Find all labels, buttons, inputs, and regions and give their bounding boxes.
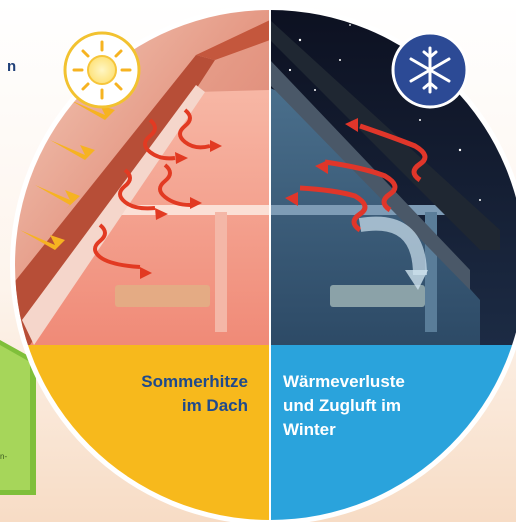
summer-caption-line-2: im Dach (181, 396, 248, 415)
draft-arrow (358, 216, 427, 276)
summer-caption: Sommerhitze im Dach (98, 370, 248, 418)
winter-caption-line-2: und Zugluft im (283, 396, 402, 415)
summer-arrowheads (140, 140, 222, 279)
summer-wall (215, 212, 227, 332)
summer-bed (115, 285, 210, 307)
sun-icon (63, 31, 141, 109)
winter-heat-loss-arrows (299, 123, 428, 233)
summer-roof-insulation (22, 85, 205, 345)
summer-attic-room (30, 90, 270, 345)
winter-caption-line-1: Wärmeverluste (283, 372, 405, 391)
summer-caption-line-1: Sommerhitze (141, 372, 248, 391)
sun-rays-arrows (20, 100, 115, 255)
summer-roof-tiles (15, 55, 215, 345)
edge-text-fragment: n (7, 58, 17, 75)
winter-caption-line-3: Winter (283, 420, 336, 439)
side-text-fragment: n- (0, 452, 8, 461)
winter-roof-insulation (270, 60, 470, 290)
winter-caption: Wärmeverluste und Zugluft im Winter (283, 370, 473, 442)
green-side-panel-highlight (0, 345, 30, 490)
winter-bed (330, 285, 425, 307)
draft-arrowhead (405, 270, 428, 290)
summer-roof-ridge (196, 20, 270, 60)
winter-arrowheads (285, 118, 358, 206)
summer-ceiling-beam (85, 205, 270, 215)
summer-heat-arrows (93, 108, 211, 269)
snowflake-icon (391, 31, 469, 109)
